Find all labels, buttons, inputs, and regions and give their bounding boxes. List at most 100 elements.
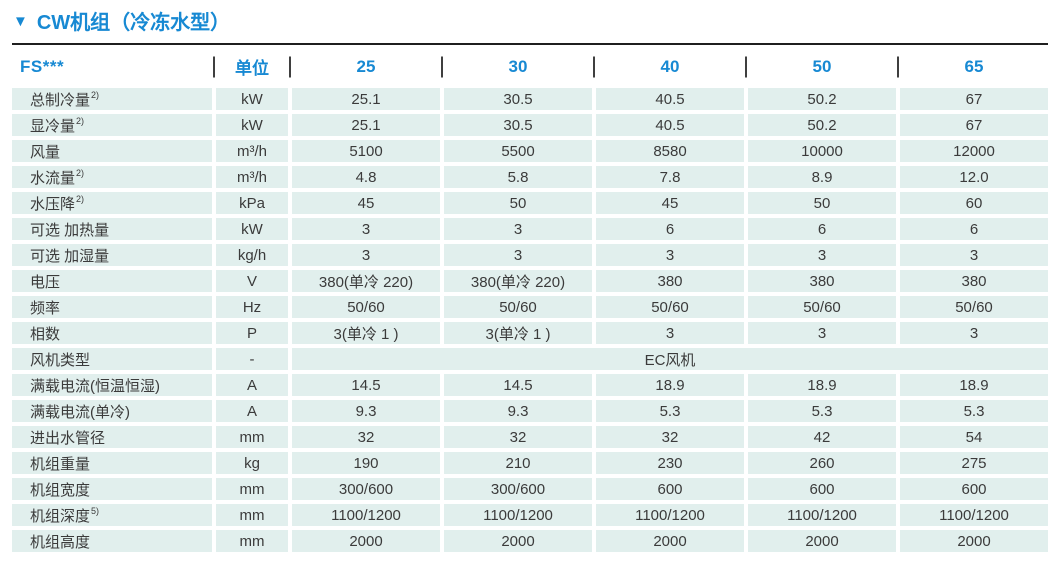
row-label-text: 满载电流(恒温恒湿)	[30, 377, 160, 395]
table-row: 可选 加热量 kW 3 3 6 6 6	[12, 218, 1048, 240]
table-row: 频率 Hz 50/60 50/60 50/60 50/60 50/60	[12, 296, 1048, 318]
value-cell: 60	[900, 192, 1048, 214]
unit-cell: m³/h	[216, 166, 288, 188]
value-cell: 6	[748, 218, 896, 240]
row-label-text: 电压	[30, 273, 61, 291]
unit-cell: P	[216, 322, 288, 344]
value-cell: 10000	[748, 140, 896, 162]
spec-table-body: 总制冷量 2) kW 25.1 30.5 40.5 50.2 67 显冷量 2) kW 25.1 30.…	[12, 88, 1048, 552]
footnote-marker: 2)	[91, 89, 100, 100]
value-cell: 18.9	[748, 374, 896, 396]
value-cell: 300/600	[292, 478, 440, 500]
value-cell: 9.3	[444, 400, 592, 422]
value-cell: 2000	[444, 530, 592, 552]
value-cell: 600	[596, 478, 744, 500]
header-model-col: 40	[596, 45, 744, 88]
footnote-marker: 5)	[91, 505, 100, 516]
table-row: 可选 加湿量 kg/h 3 3 3 3 3	[12, 244, 1048, 266]
unit-cell: mm	[216, 478, 288, 500]
value-cell: 9.3	[292, 400, 440, 422]
header-model-series: FS***	[20, 56, 65, 76]
value-cell: 3	[292, 244, 440, 266]
value-cell: 42	[748, 426, 896, 448]
row-label: 风量	[12, 140, 212, 162]
unit-cell: kg/h	[216, 244, 288, 266]
value-cell: 3(单冷 1 )	[444, 322, 592, 344]
value-cell: 32	[444, 426, 592, 448]
table-row: 显冷量 2) kW 25.1 30.5 40.5 50.2 67	[12, 114, 1048, 136]
table-row: 机组高度 mm 2000 2000 2000 2000 2000	[12, 530, 1048, 552]
value-cell: 32	[292, 426, 440, 448]
value-cell: 14.5	[444, 374, 592, 396]
row-label-text: 机组高度	[30, 533, 91, 551]
row-label-text: 机组深度	[30, 507, 91, 525]
value-cell: 3	[748, 322, 896, 344]
row-label-text: 机组重量	[30, 455, 91, 473]
value-cell: 25.1	[292, 88, 440, 110]
table-row: 机组重量 kg 190 210 230 260 275	[12, 452, 1048, 474]
row-label-text: 总制冷量	[30, 91, 91, 109]
value-cell: 3	[900, 244, 1048, 266]
value-cell: 275	[900, 452, 1048, 474]
value-cell: 3	[748, 244, 896, 266]
table-row: 满载电流(恒温恒湿) A 14.5 14.5 18.9 18.9 18.9	[12, 374, 1048, 396]
table-row: 机组宽度 mm 300/600 300/600 600 600 600	[12, 478, 1048, 500]
value-cell: 3	[900, 322, 1048, 344]
row-label: 满载电流(单冷)	[12, 400, 212, 422]
unit-cell: A	[216, 374, 288, 396]
value-cell: 67	[900, 88, 1048, 110]
value-cell: 3(单冷 1 )	[292, 322, 440, 344]
table-row: 水压降 2) kPa 45 50 45 50 60	[12, 192, 1048, 214]
value-cell: 32	[596, 426, 744, 448]
merged-value-cell: EC风机	[292, 348, 1048, 370]
unit-cell: mm	[216, 504, 288, 526]
value-cell: 2000	[748, 530, 896, 552]
row-label-text: 可选 加湿量	[30, 247, 110, 265]
unit-cell: kW	[216, 114, 288, 136]
unit-cell: -	[216, 348, 288, 370]
row-label-text: 风量	[30, 143, 61, 161]
row-label: 机组宽度	[12, 478, 212, 500]
value-cell: 50	[748, 192, 896, 214]
row-label-text: 进出水管径	[30, 429, 106, 447]
section-title-text: CW机组（冷冻水型）	[36, 12, 231, 34]
value-cell: 8.9	[748, 166, 896, 188]
value-cell: 600	[900, 478, 1048, 500]
value-cell: 230	[596, 452, 744, 474]
unit-cell: m³/h	[216, 140, 288, 162]
table-row: 进出水管径 mm 32 32 32 42 54	[12, 426, 1048, 448]
value-cell: 5.3	[748, 400, 896, 422]
value-cell: 2000	[596, 530, 744, 552]
value-cell: 3	[444, 218, 592, 240]
row-label-text: 水流量	[30, 169, 76, 187]
footnote-marker: 2)	[76, 167, 85, 178]
unit-cell: mm	[216, 530, 288, 552]
value-cell: 8580	[596, 140, 744, 162]
unit-cell: V	[216, 270, 288, 292]
row-label: 满载电流(恒温恒湿)	[12, 374, 212, 396]
value-cell: 1100/1200	[748, 504, 896, 526]
row-label: 进出水管径	[12, 426, 212, 448]
row-label-text: 显冷量	[30, 117, 76, 135]
value-cell: 600	[748, 478, 896, 500]
value-cell: 50/60	[596, 296, 744, 318]
header-model-col: 30	[444, 45, 592, 88]
value-cell: 5500	[444, 140, 592, 162]
row-label: 可选 加热量	[12, 218, 212, 240]
value-cell: 14.5	[292, 374, 440, 396]
unit-cell: mm	[216, 426, 288, 448]
value-cell: 380	[596, 270, 744, 292]
value-cell: 210	[444, 452, 592, 474]
value-cell: 30.5	[444, 88, 592, 110]
value-cell: 18.9	[900, 374, 1048, 396]
unit-cell: kg	[216, 452, 288, 474]
triangle-down-icon: ▼	[13, 13, 28, 30]
table-row: 风量 m³/h 5100 5500 8580 10000 12000	[12, 140, 1048, 162]
spec-table: FS*** 单位 25 30 40 50 65 总制冷量 2) kW 25.1 30.5 40.5…	[12, 43, 1048, 556]
value-cell: 50/60	[292, 296, 440, 318]
value-cell: 2000	[900, 530, 1048, 552]
row-label: 机组深度 5)	[12, 504, 212, 526]
value-cell: 380(单冷 220)	[292, 270, 440, 292]
value-cell: 1100/1200	[596, 504, 744, 526]
